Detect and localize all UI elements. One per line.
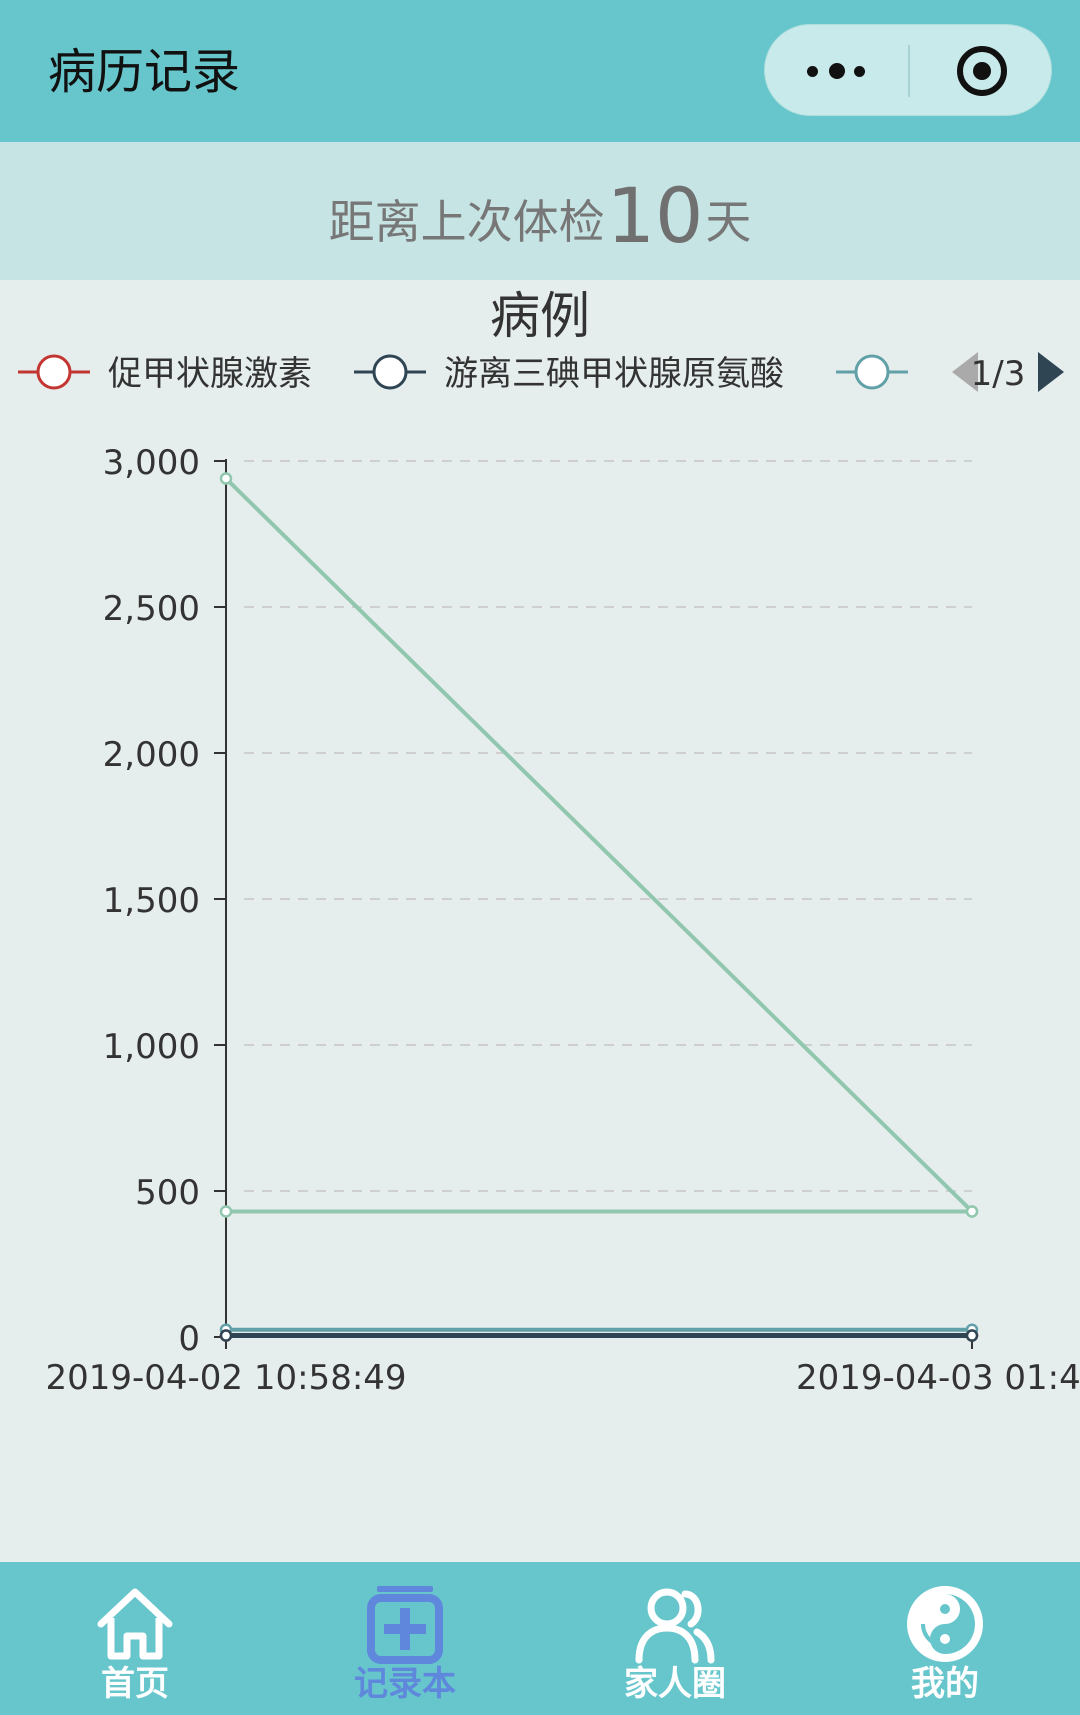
tab-profile[interactable]: 我的: [810, 1562, 1080, 1715]
y-tick-label: 1,000: [103, 1027, 200, 1067]
y-tick-label: 0: [178, 1319, 200, 1359]
last-checkup-text: 距离上次体检10天: [0, 176, 1080, 262]
tab-home-label: 首页: [101, 1664, 169, 1704]
capsule-menu: [764, 24, 1052, 116]
data-point: [965, 1329, 979, 1342]
y-tick-label: 3,000: [103, 443, 200, 483]
data-point: [219, 1205, 233, 1218]
banner-days: 10: [606, 171, 704, 260]
legend-marker: [854, 354, 890, 390]
data-point: [965, 1205, 979, 1218]
chart-area: 病例 促甲状腺激素 游离三碘甲状腺原氨酸 1/3 0 500 1,000 1,500 2,00…: [0, 280, 1080, 1562]
tab-record-book-label: 记录本: [354, 1664, 456, 1704]
x-tick-label: 2019-04-02 10:58:49: [45, 1358, 406, 1398]
banner-suffix: 天: [705, 195, 752, 249]
chart-svg: 促甲状腺激素 游离三碘甲状腺原氨酸 1/3 0 500 1,000 1,500 2,000 2,…: [18, 352, 1080, 1398]
legend-page-indicator: 1/3: [971, 354, 1026, 394]
x-tick-label: 2019-04-03 01:4: [796, 1358, 1080, 1398]
data-point: [219, 1329, 233, 1342]
page-title: 病历记录: [48, 44, 241, 100]
legend-prev-icon[interactable]: [952, 352, 978, 392]
series-line: [224, 477, 974, 1213]
legend-item-label: 促甲状腺激素: [108, 354, 312, 394]
last-checkup-banner: 距离上次体检10天: [0, 142, 1080, 280]
tab-bar: 首页 记录本 家人圈 我的: [0, 1562, 1080, 1715]
tab-family[interactable]: 家人圈: [540, 1562, 810, 1715]
legend-next-icon[interactable]: [1038, 352, 1064, 392]
y-tick-label: 2,500: [103, 589, 200, 629]
y-tick-label: 2,000: [103, 735, 200, 775]
tab-record-book[interactable]: 记录本: [270, 1562, 540, 1715]
legend-item-label: 游离三碘甲状腺原氨酸: [444, 354, 784, 394]
tab-family-label: 家人圈: [624, 1664, 726, 1704]
profile-icon: [907, 1586, 983, 1662]
record-book-icon: [367, 1586, 443, 1664]
tab-home[interactable]: 首页: [0, 1562, 270, 1715]
y-tick-label: 500: [135, 1173, 200, 1213]
home-icon: [97, 1588, 173, 1660]
capsule-divider: [908, 45, 910, 97]
tab-profile-label: 我的: [911, 1664, 979, 1704]
more-icon[interactable]: [807, 55, 871, 87]
data-point: [219, 472, 233, 485]
nav-bar: 病历记录: [0, 0, 1080, 142]
close-target-icon[interactable]: [955, 44, 1009, 98]
y-tick-label: 1,500: [103, 881, 200, 921]
chart-title: 病例: [490, 287, 590, 345]
legend-marker: [372, 354, 408, 390]
banner-prefix: 距离上次体检: [328, 195, 605, 249]
legend-marker: [36, 354, 72, 390]
family-icon: [635, 1588, 715, 1664]
